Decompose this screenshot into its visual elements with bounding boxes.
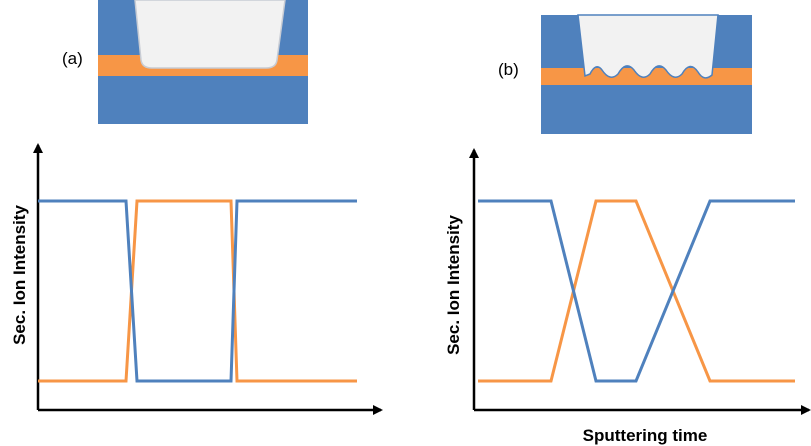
sample-a: [98, 0, 308, 124]
panel-label: (a): [62, 49, 83, 68]
panel-label: (b): [498, 60, 519, 79]
plot-b: [474, 150, 809, 410]
figure: (a) (b) Sec. Ion Intensity Sec. Ion Inte…: [0, 0, 811, 446]
x-axis-label: Sputtering time: [583, 426, 708, 445]
sample-b: [541, 15, 752, 134]
y-axis-label: Sec. Ion Intensity: [444, 215, 463, 355]
plot-a: [38, 145, 381, 410]
y-axis-label: Sec. Ion Intensity: [10, 205, 29, 345]
